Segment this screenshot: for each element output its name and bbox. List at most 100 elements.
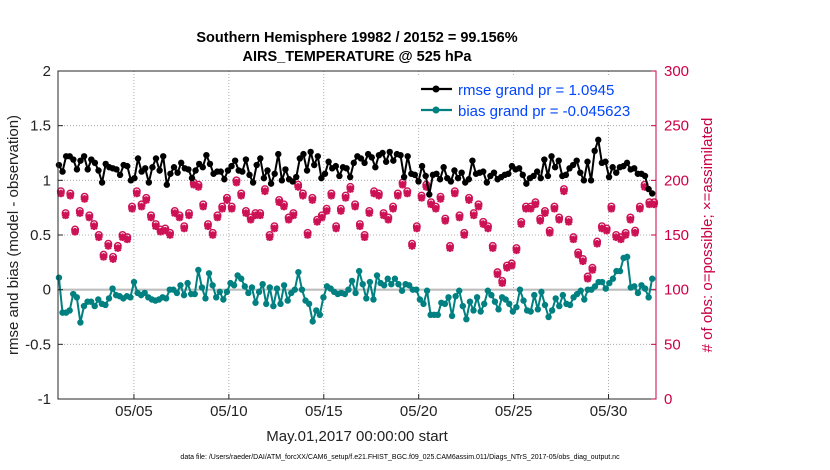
bias-point	[405, 282, 413, 289]
obs-assimilated-point	[465, 196, 473, 204]
rmse-point	[289, 178, 296, 185]
obs-assimilated-point	[626, 215, 635, 224]
obs-assimilated-point	[284, 215, 293, 224]
bias-point	[509, 308, 517, 315]
rmse-point	[199, 164, 206, 171]
bias-point	[95, 296, 102, 303]
rmse-point	[217, 168, 224, 175]
bias-point	[373, 272, 381, 279]
bias-point	[481, 300, 488, 308]
obs-assimilated-point	[621, 231, 630, 239]
rmse-point	[160, 153, 167, 160]
rmse-point	[314, 153, 322, 160]
rmse-point	[400, 173, 408, 181]
obs-assimilated-point	[341, 194, 350, 202]
obs-assimilated-point	[612, 233, 620, 241]
obs-assimilated-point	[564, 218, 573, 226]
obs-assimilated-point	[132, 189, 141, 198]
obs-assimilated-point	[403, 189, 412, 198]
obs-assimilated-point	[327, 191, 336, 200]
obs-assimilated-point	[99, 253, 108, 261]
obs-assimilated-point	[85, 213, 94, 222]
bias-point	[102, 301, 109, 309]
bias-point	[459, 302, 466, 310]
obs-assimilated-point	[337, 207, 345, 215]
bias-point	[577, 287, 584, 294]
obs-assimilated-point	[569, 235, 578, 244]
legend: rmse grand pr = 1.0945 bias grand pr = -…	[418, 76, 646, 120]
bias-point	[556, 302, 563, 310]
obs-assimilated-point	[237, 191, 245, 200]
rmse-point	[303, 167, 311, 174]
obs-assimilated-point	[151, 222, 160, 231]
chart-title: Southern Hemisphere 19982 / 20152 = 99.1…	[196, 30, 517, 46]
bias-point	[527, 308, 534, 315]
rmse-point	[307, 148, 314, 156]
bias-point	[109, 285, 116, 292]
rmse-point	[397, 151, 404, 159]
obs-assimilated-point	[270, 224, 279, 233]
y-right-tick-label: 0	[664, 391, 672, 408]
bias-point	[452, 293, 459, 300]
rmse-series-line	[58, 139, 653, 195]
bias-point	[623, 253, 631, 261]
rmse-point	[411, 171, 419, 179]
rmse-point	[641, 172, 649, 180]
bias-point	[491, 298, 499, 305]
bias-point	[420, 300, 427, 308]
rmse-point	[185, 166, 192, 173]
obs-assimilated-point	[275, 198, 283, 206]
obs-assimilated-point	[299, 191, 307, 200]
obs-assimilated-point	[555, 215, 563, 224]
rmse-point	[523, 180, 530, 187]
rmse-point	[260, 174, 268, 182]
bias-point	[520, 297, 527, 304]
bias-point	[230, 282, 238, 289]
rmse-point	[239, 168, 246, 175]
bias-point	[162, 295, 170, 302]
bias-point	[191, 290, 198, 298]
bias-point	[209, 282, 216, 289]
obs-assimilated-point	[588, 266, 597, 274]
obs-assimilated-point	[156, 227, 165, 236]
rmse-point	[271, 170, 278, 177]
rmse-point	[318, 174, 325, 182]
obs-assimilated-point	[180, 224, 189, 233]
obs-assimilated-point	[450, 189, 459, 198]
bias-point	[341, 290, 349, 298]
bias-point	[466, 298, 474, 305]
bias-point	[212, 294, 220, 301]
obs-assimilated-point	[256, 211, 264, 220]
rmse-point	[77, 157, 84, 164]
bias-point	[352, 289, 359, 297]
bias-point	[606, 279, 613, 287]
bias-point	[305, 300, 313, 308]
bias-point	[548, 307, 556, 314]
obs-assimilated-point	[522, 204, 530, 213]
rmse-point	[278, 177, 286, 184]
bias-point	[277, 300, 284, 308]
rmse-point	[325, 158, 332, 165]
bias-point	[448, 312, 456, 320]
bias-point	[541, 301, 549, 309]
obs-assimilated-point	[57, 189, 65, 198]
obs-assimilated-point	[579, 257, 587, 266]
y-axis-right-label: # of obs: o=possible; ×=assimilated	[699, 118, 716, 353]
bias-point	[363, 295, 370, 302]
bias-point	[502, 296, 509, 303]
obs-assimilated-point	[370, 189, 378, 198]
rmse-point	[465, 176, 473, 183]
bias-point	[198, 284, 206, 291]
bias-point	[391, 275, 399, 282]
rmse-point	[548, 153, 555, 160]
rmse-point	[382, 158, 390, 165]
bias-point	[313, 307, 320, 314]
rmse-point	[174, 169, 181, 176]
rmse-point	[253, 161, 260, 169]
bias-point	[263, 300, 270, 308]
rmse-point	[177, 159, 185, 167]
rmse-point	[91, 159, 99, 167]
rmse-point	[390, 157, 397, 164]
obs-assimilated-point	[251, 211, 260, 220]
obs-assimilated-point	[261, 187, 269, 196]
